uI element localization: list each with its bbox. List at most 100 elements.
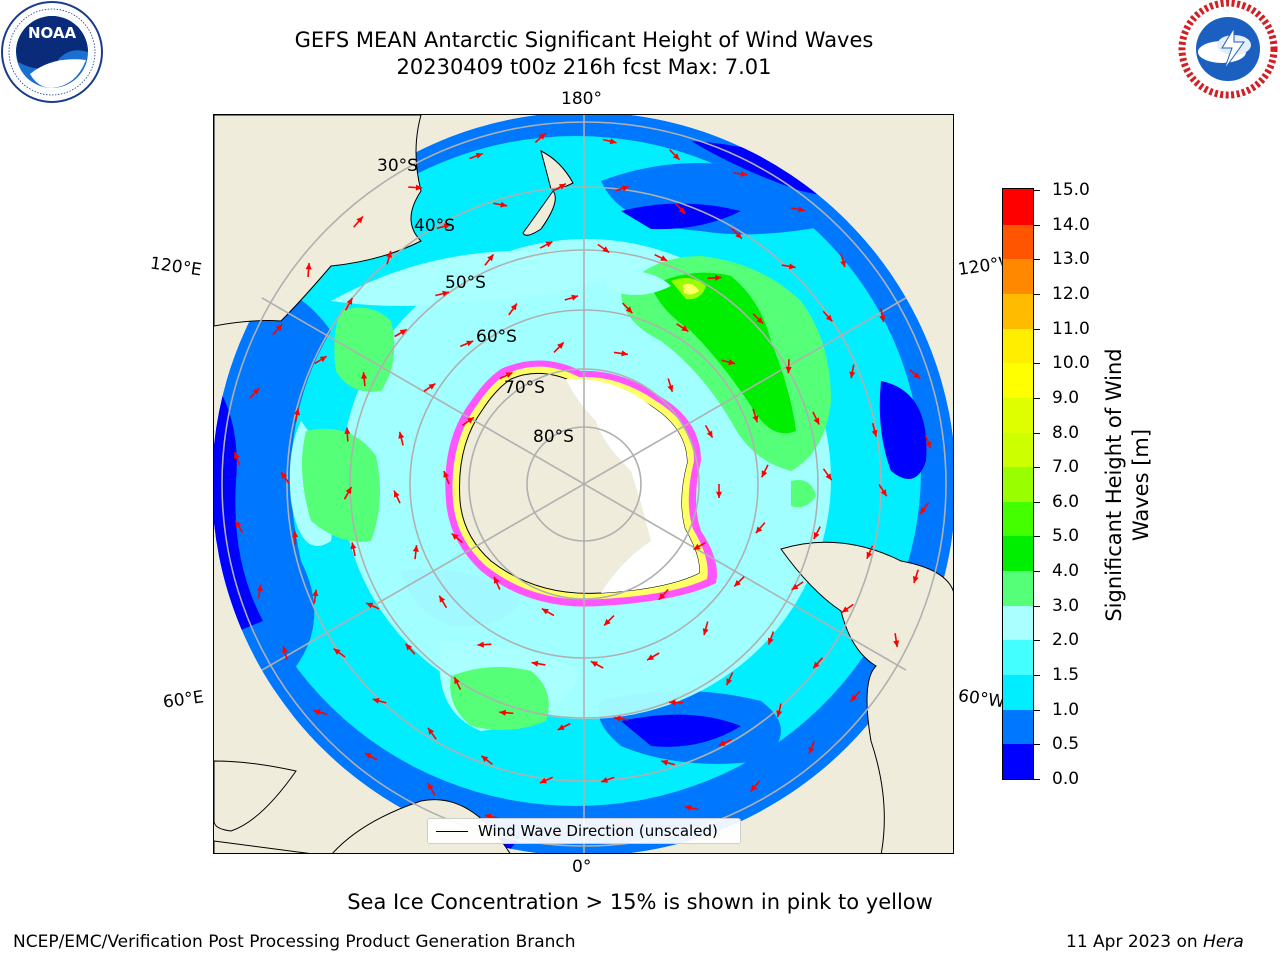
colorbar-segment: [1003, 328, 1033, 364]
wave-arrow-head: [740, 170, 748, 177]
wave-arrow-head: [443, 223, 451, 230]
noaa-logo-icon: NOAA: [0, 0, 104, 104]
wave-arrow-head: [693, 543, 701, 550]
wave-arrow-head: [294, 408, 300, 416]
colorbar-segment: [1003, 570, 1033, 606]
colorbar-tick-mark: [1033, 432, 1040, 434]
wave-arrow-head: [647, 654, 654, 661]
colorbar-segment: [1003, 431, 1033, 468]
footer-host: Hera: [1203, 932, 1244, 952]
footer-credit: NCEP/EMC/Verification Post Processing Pr…: [13, 932, 576, 952]
new-zealand-north: [540, 150, 574, 190]
wave-arrow-head: [386, 251, 392, 258]
wave-arrow-head: [590, 661, 598, 667]
wave-arrow-head: [912, 576, 919, 583]
wave-arrow-head: [282, 646, 288, 654]
wave-arrow-head: [500, 201, 508, 208]
colorbar-tick-mark: [1033, 328, 1040, 330]
colorbar-segment: [1003, 362, 1033, 398]
wave-arrow-head: [880, 489, 887, 497]
south-america-landmass: [780, 541, 953, 853]
wave-arrow-head: [866, 551, 873, 559]
colorbar-tick-mark: [1033, 744, 1040, 746]
footer-date-text: 11 Apr 2023 on: [1066, 932, 1198, 952]
australia-landmass: [214, 115, 422, 327]
wave-arrow-head: [879, 315, 886, 322]
lon-label-0: 0°: [572, 857, 592, 877]
colorbar-tick-label: 0.0: [1052, 769, 1080, 789]
wave-arrow-head: [443, 471, 449, 478]
wave-arrow-head: [601, 777, 608, 783]
wave-arrow-head: [313, 709, 321, 716]
lat-label-50s: 50°S: [445, 273, 486, 293]
wave-arrow-head: [346, 297, 353, 305]
wave-arrow-head: [716, 491, 722, 498]
map-legend: Wind Wave Direction (unscaled): [427, 818, 741, 844]
colorbar-tick-label: 9.0: [1052, 387, 1080, 408]
wave-arrow-head: [487, 254, 494, 262]
map-panel: 30°S 40°S 50°S 60°S 70°S 80°S: [213, 114, 954, 854]
wave-arrow-head: [428, 383, 436, 390]
wave-arrow-head: [825, 314, 833, 322]
wave-arrow-head: [702, 628, 709, 636]
wave-arrow-head: [256, 584, 263, 592]
wave-arrow-head: [798, 206, 805, 213]
lon-label-60e: 60°E: [161, 687, 206, 713]
colorbar-tick-label: 12.0: [1052, 283, 1090, 304]
wave-arrow-head: [333, 648, 341, 655]
wave-arrow-head: [281, 471, 288, 479]
sea-ice-caption: Sea Ice Concentration > 15% is shown in …: [347, 890, 933, 914]
wave-arrow-head: [558, 183, 566, 190]
wave-arrow-head: [788, 263, 796, 270]
wave-arrow-head: [850, 694, 858, 702]
colorbar-segment: [1003, 605, 1033, 641]
wave-arrow-head: [756, 317, 764, 324]
chart-title: GEFS MEAN Antarctic Significant Height o…: [294, 28, 874, 52]
wave-arrow-head: [776, 710, 783, 718]
wave-arrow-head: [305, 263, 312, 270]
colorbar-segment: [1003, 224, 1033, 260]
legend-label: Wind Wave Direction (unscaled): [478, 822, 718, 840]
colorbar-segment: [1003, 639, 1033, 676]
wave-arrow-head: [920, 507, 927, 515]
wave-arrow-head: [557, 342, 564, 349]
wave-arrow-head: [344, 427, 351, 434]
chart-subtitle: 20230409 t00z 216h fcst Max: 7.01: [396, 55, 772, 79]
wave-arrow-head: [510, 303, 517, 311]
wave-arrow-head: [499, 709, 506, 716]
wave-arrow-head: [319, 356, 327, 363]
wave-arrow-head: [718, 740, 726, 746]
wave-arrow-head: [545, 241, 553, 248]
colorbar-segment: [1003, 674, 1033, 710]
lon-label-120e: 120°E: [148, 253, 203, 281]
colorbar-segment: [1003, 189, 1033, 225]
wave-arrow-head: [442, 290, 449, 297]
colorbar-segment: [1003, 501, 1033, 537]
wave-arrow-head: [541, 608, 549, 615]
wave-arrow-head: [925, 441, 932, 449]
wave-arrow-head: [394, 490, 400, 498]
wave-arrow-head: [813, 417, 820, 425]
wave-arrow-head: [604, 618, 611, 626]
wave-arrow-head: [493, 576, 500, 584]
colorbar-tick-mark: [1033, 363, 1040, 365]
wave-arrow-head: [750, 784, 758, 792]
wave-arrow-head: [735, 232, 742, 239]
madagascar-landmass: [214, 760, 297, 832]
colorbar-tick-label: 2.0: [1052, 630, 1080, 651]
lon-label-180: 180°: [561, 89, 602, 109]
wave-arrow-head: [345, 487, 352, 494]
colorbar-tick-label: 6.0: [1052, 491, 1080, 512]
wave-arrow-head: [726, 678, 732, 686]
colorbar-tick-label: 8.0: [1052, 422, 1080, 443]
colorbar-segment: [1003, 743, 1033, 779]
wave-arrow-head: [372, 697, 380, 704]
wave-arrow-head: [706, 430, 713, 438]
colorbar-segment: [1003, 397, 1033, 433]
ice-shelf: [566, 378, 700, 593]
graticule: [214, 115, 953, 853]
wave-arrow-head: [466, 340, 474, 347]
colorbar-label: Significant Height of Wind Waves [m]: [1102, 348, 1153, 622]
colorbar-tick-label: 11.0: [1052, 318, 1090, 339]
wave-arrow-head: [356, 216, 363, 224]
